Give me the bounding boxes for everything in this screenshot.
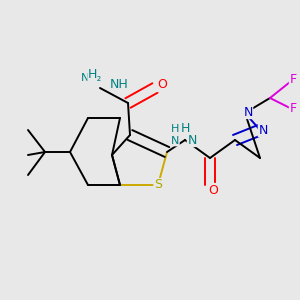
Text: NH₂: NH₂	[81, 73, 103, 83]
Text: F: F	[290, 74, 297, 86]
Text: F: F	[290, 101, 297, 115]
Text: N: N	[187, 134, 197, 146]
Text: H: H	[87, 68, 97, 82]
Text: O: O	[157, 79, 167, 92]
Text: NH: NH	[110, 79, 129, 92]
Text: H
N: H N	[171, 124, 179, 146]
Text: S: S	[154, 178, 162, 191]
Text: N: N	[243, 106, 253, 118]
Text: O: O	[208, 184, 218, 196]
Text: H: H	[180, 122, 190, 134]
Text: N: N	[258, 124, 268, 136]
